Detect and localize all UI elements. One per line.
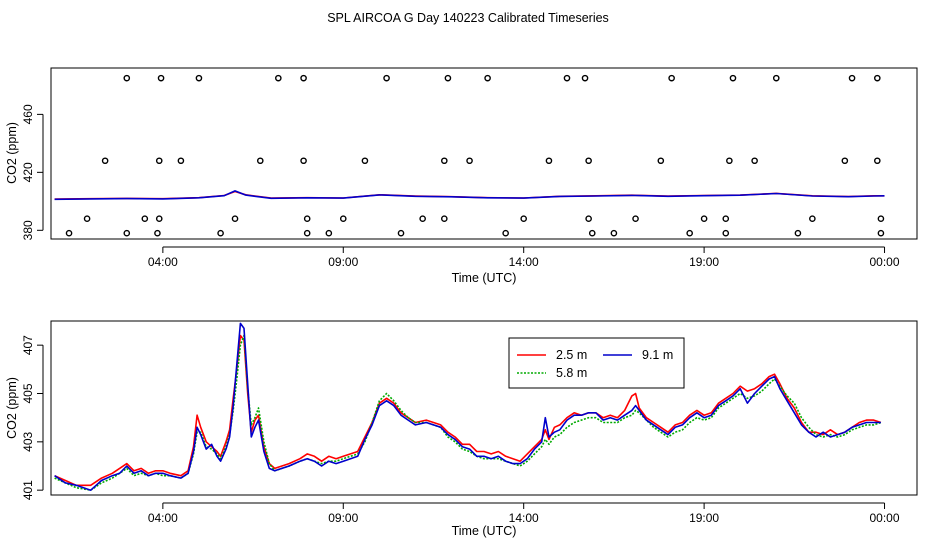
reference-gas-point xyxy=(520,215,527,223)
reference-gas-point xyxy=(657,157,665,165)
reference-gas-point xyxy=(848,74,856,82)
reference-gas-point xyxy=(303,215,311,223)
legend-box xyxy=(508,337,685,389)
reference-gas-point xyxy=(874,74,881,82)
top-x-tick-label: 19:00 xyxy=(689,255,719,269)
reference-gas-point xyxy=(545,157,553,165)
reference-gas-point xyxy=(361,157,369,165)
reference-gas-point xyxy=(300,157,307,165)
reference-gas-point xyxy=(154,229,161,237)
reference-gas-point xyxy=(610,229,618,237)
reference-gas-point xyxy=(339,215,347,223)
reference-gas-point xyxy=(444,74,452,82)
bottom-plot-data xyxy=(54,322,882,491)
top-y-tick-label: 380 xyxy=(21,220,35,240)
reference-gas-point xyxy=(217,229,224,237)
reference-gas-point xyxy=(874,157,881,165)
reference-gas-point xyxy=(722,215,730,223)
reference-gas-point xyxy=(632,215,639,223)
reference-gas-point xyxy=(141,215,149,223)
reference-gas-point xyxy=(123,229,131,237)
reference-gas-point xyxy=(877,229,885,237)
reference-gas-point xyxy=(65,229,73,237)
reference-gas-point xyxy=(841,157,849,165)
legend-label-2-5m: 2.5 m xyxy=(556,348,587,362)
top-plot-frame xyxy=(50,67,918,240)
reference-gas-point xyxy=(722,229,730,237)
top-y-tick-label: 420 xyxy=(21,162,35,182)
bottom-x-tick-label: 19:00 xyxy=(689,511,719,525)
bottom-x-tick-label: 04:00 xyxy=(148,511,178,525)
bottom-panel: 04:00 09:00 14:00 19:00 00:00 401 403 405 407 Ti… xyxy=(5,320,918,538)
reference-gas-point xyxy=(300,74,307,82)
reference-gas-point xyxy=(751,157,758,165)
top-panel: 04:00 09:00 14:00 19:00 00:00 380 420 460 Time … xyxy=(5,67,918,285)
reference-gas-point xyxy=(441,157,448,165)
reference-gas-point xyxy=(256,157,264,165)
bottom-plot-frame xyxy=(50,320,918,496)
legend-label-5-8m: 5.8 m xyxy=(556,366,587,380)
top-series-line-9-1-m xyxy=(54,190,885,201)
reference-gas-point xyxy=(794,229,802,237)
reference-gas-point xyxy=(700,215,708,223)
reference-gas-point xyxy=(729,74,737,82)
reference-gas-point xyxy=(877,215,885,223)
reference-gas-point xyxy=(195,74,203,82)
bottom-y-tick-label: 407 xyxy=(21,335,35,355)
reference-gas-point xyxy=(585,157,592,165)
reference-gas-point xyxy=(275,74,282,82)
bottom-x-tick-label: 00:00 xyxy=(870,511,900,525)
top-ylabel: CO2 (ppm) xyxy=(5,122,19,184)
reference-gas-point xyxy=(383,74,390,82)
reference-gas-point xyxy=(101,157,109,165)
bottom-y-tick-label: 401 xyxy=(21,480,35,500)
bottom-ylabel: CO2 (ppm) xyxy=(5,377,19,439)
reference-gas-point xyxy=(563,74,571,82)
top-axes: 04:00 09:00 14:00 19:00 00:00 380 420 460 xyxy=(21,104,900,269)
reference-gas-point xyxy=(397,229,405,237)
top-x-tick-label: 14:00 xyxy=(509,255,539,269)
reference-gas-point xyxy=(303,229,311,237)
top-x-tick-label: 09:00 xyxy=(328,255,358,269)
bottom-x-tick-label: 14:00 xyxy=(509,511,539,525)
bottom-series-line-5-8-m xyxy=(54,334,882,491)
bottom-series-line-9-1-m xyxy=(54,322,881,491)
reference-gas-point xyxy=(484,74,491,82)
reference-gas-point xyxy=(466,157,473,165)
bottom-xlabel: Time (UTC) xyxy=(452,524,517,538)
reference-gas-point xyxy=(668,74,675,82)
top-xlabel: Time (UTC) xyxy=(452,271,517,285)
top-x-tick-label: 00:00 xyxy=(870,255,900,269)
top-x-tick-label: 04:00 xyxy=(148,255,178,269)
reference-gas-point xyxy=(686,229,693,237)
reference-gas-point xyxy=(155,215,163,223)
reference-gas-point xyxy=(581,74,589,82)
bottom-axes: 04:00 09:00 14:00 19:00 00:00 401 403 405 407 xyxy=(21,335,900,525)
bottom-y-tick-label: 405 xyxy=(21,383,35,403)
reference-gas-point xyxy=(502,229,509,237)
reference-gas-point xyxy=(155,157,163,165)
reference-gas-point xyxy=(588,229,596,237)
bottom-x-tick-label: 09:00 xyxy=(328,511,358,525)
legend-label-9-1m: 9.1 m xyxy=(642,348,673,362)
figure-title: SPL AIRCOA G Day 140223 Calibrated Times… xyxy=(327,11,609,25)
reference-gas-point xyxy=(123,74,131,82)
reference-gas-point xyxy=(772,74,780,82)
reference-gas-point xyxy=(441,215,448,223)
legend: 2.5 m 9.1 m 5.8 m xyxy=(508,337,685,389)
bottom-y-tick-label: 403 xyxy=(21,432,35,452)
reference-gas-point xyxy=(726,157,733,165)
top-plot-data xyxy=(54,74,885,237)
top-y-tick-label: 460 xyxy=(21,104,35,124)
reference-gas-point xyxy=(585,215,592,223)
reference-gas-point xyxy=(325,229,333,237)
reference-gas-point xyxy=(809,215,816,223)
reference-gas-point xyxy=(177,157,185,165)
reference-gas-point xyxy=(83,215,91,223)
reference-gas-point xyxy=(231,215,239,223)
reference-gas-point xyxy=(419,215,426,223)
reference-gas-point xyxy=(157,74,165,82)
